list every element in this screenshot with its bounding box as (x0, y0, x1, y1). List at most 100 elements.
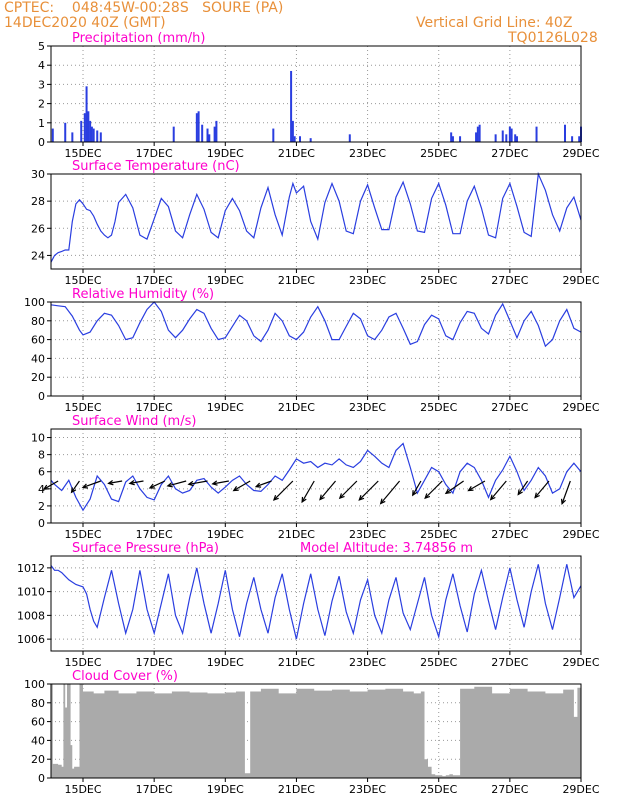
wind-arrow-head (444, 488, 451, 495)
frame-precip (50, 45, 582, 143)
wind-arrow-shaft (71, 480, 80, 493)
precip-bar (508, 126, 511, 142)
wind-arrow-head (338, 493, 345, 500)
xtick-label-pres: 17DEC (136, 656, 173, 669)
panel-rh: 0 20 40 60 80 100 15DEC 17DEC 19DEC 21DEC 23DEC 25D… (24, 287, 600, 414)
ytick-label-pres: 1008 (17, 609, 45, 622)
xtick-label-temp: 27DEC (491, 274, 528, 287)
ytick-label-rh: 80 (31, 315, 45, 328)
wind-arrow-shaft (149, 480, 166, 489)
precip-bar (89, 120, 92, 142)
ytick-label-precip: 2 (38, 98, 45, 111)
precip-bar (208, 134, 211, 142)
xtick-label-pres: 23DEC (349, 656, 386, 669)
wind-arrow (166, 480, 187, 488)
precip-bar (293, 136, 296, 142)
wind-arrow-shaft (167, 480, 187, 487)
precip-bar (476, 126, 479, 142)
ytick-label-precip: 3 (38, 78, 45, 91)
wind-arrow-shaft (517, 480, 529, 495)
xtick-label-precip: 15DEC (64, 147, 101, 160)
precip-bar (80, 120, 83, 142)
wind-arrow (301, 480, 315, 504)
wind-arrow-shaft (561, 480, 571, 504)
wind-arrow (272, 480, 294, 501)
xtick-label-precip: 19DEC (207, 147, 244, 160)
wind-arrow (534, 480, 550, 499)
precip-bar (475, 132, 478, 142)
precip-bar (510, 128, 513, 142)
header-grid-line: Vertical Grid Line: 40Z (416, 15, 573, 31)
wind-arrow-head (70, 487, 77, 494)
precip-bar (450, 132, 453, 142)
wind-series-line (50, 442, 582, 512)
xtick-label-temp: 25DEC (420, 274, 457, 287)
wind-arrow-head (379, 498, 386, 505)
wind-arrow-head (148, 483, 155, 489)
ytick-label-pres: 1006 (17, 633, 45, 646)
panel-cloud: 0 20 40 60 80 100 15DEC 17DEC 19DEC 21DEC 23DEC 25D… (24, 669, 600, 796)
wind-arrow (148, 480, 166, 489)
xtick-label-pres: 15DEC (64, 656, 101, 669)
xtick-label-temp: 23DEC (349, 274, 386, 287)
ytick-label-precip: 1 (38, 117, 45, 130)
header-datetime: 14DEC2020 40Z (GMT) (4, 15, 166, 31)
chart-header: CPTEC: 048:45W-00:28S SOURE (PA) 14DEC20… (0, 0, 618, 46)
title-temp: Surface Temperature (nC) (72, 159, 240, 174)
precip-bar (515, 136, 518, 142)
xtick-label-wind: 21DEC (278, 528, 315, 541)
precip-bar (85, 86, 88, 142)
wind-arrow-shaft (255, 480, 272, 488)
ytick-label-wind: 8 (38, 449, 45, 462)
precip-bar (96, 130, 99, 142)
wind-arrow-head (254, 482, 262, 488)
frame-rh (50, 301, 582, 397)
wind-arrow-shaft (412, 480, 422, 496)
xtick-label-precip: 25DEC (420, 147, 457, 160)
title-wind: Surface Wind (m/s) (72, 414, 196, 429)
precip-bar (571, 136, 574, 142)
ytick-label-temp: 24 (31, 249, 45, 262)
precip-bar (215, 120, 218, 142)
wind-arrow-shaft (129, 480, 144, 484)
xtick-label-cloud: 23DEC (349, 783, 386, 796)
frame-pres (50, 555, 582, 652)
wind-arrow-head (232, 486, 239, 492)
wind-arrow-head (358, 495, 365, 501)
precip-bar (505, 134, 508, 142)
xtick-label-pres: 21DEC (278, 656, 315, 669)
wind-arrow-head (128, 479, 135, 486)
xtick-label-pres: 25DEC (420, 656, 457, 669)
xtick-label-cloud: 15DEC (64, 783, 101, 796)
xtick-label-rh: 17DEC (136, 401, 173, 414)
precip-bar (71, 132, 74, 142)
wind-arrow (319, 480, 337, 501)
frame-wind (50, 428, 582, 524)
wind-arrow-head (187, 480, 194, 487)
wind-arrow-head (424, 493, 431, 500)
precip-bar (298, 136, 301, 142)
wind-arrow (187, 480, 208, 487)
header-model-id: TQ0126L028 (508, 30, 598, 46)
precip-bar (92, 128, 95, 142)
ytick-label-temp: 30 (31, 168, 45, 181)
wind-arrow (424, 480, 443, 500)
xtick-label-rh: 25DEC (420, 401, 457, 414)
precip-bar (494, 134, 497, 142)
wind-arrow-shaft (301, 480, 315, 503)
precip-bar (478, 124, 481, 142)
precip-bar (272, 128, 275, 142)
xtick-label-cloud: 17DEC (136, 783, 173, 796)
ytick-label-temp: 28 (31, 195, 45, 208)
ytick-label-precip: 4 (38, 59, 45, 72)
xtick-label-wind: 15DEC (64, 528, 101, 541)
wind-arrow-head (211, 480, 218, 486)
wind-arrow (358, 480, 379, 501)
xtick-label-precip: 21DEC (278, 147, 315, 160)
ytick-label-cloud: 0 (38, 772, 45, 785)
panel-precip: 0 1 2 3 4 5 15DEC 17DEC 19DEC 21DEC 23DEC 25DEC 27DE… (38, 31, 600, 160)
xtick-label-temp: 17DEC (136, 274, 173, 287)
xtick-label-temp: 29DEC (562, 274, 599, 287)
wind-arrow-head (272, 495, 279, 501)
wind-arrow-head (166, 482, 173, 488)
